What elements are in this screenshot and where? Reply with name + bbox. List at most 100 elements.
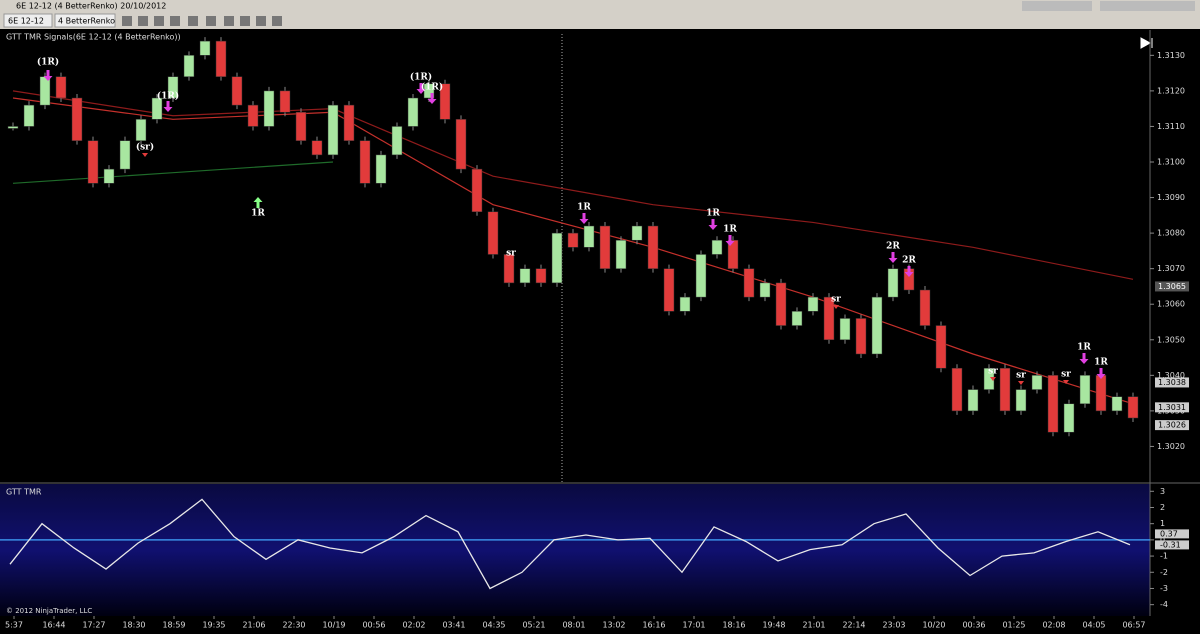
signal-arrow: [427, 93, 437, 104]
candle: [1095, 375, 1107, 412]
y-tick-label: 1.3020: [1157, 442, 1185, 451]
candle: [839, 318, 851, 341]
x-tick-label: 5:37: [5, 621, 23, 630]
candle: [631, 225, 643, 241]
candle: [727, 239, 739, 269]
y-tick-label: 1.3130: [1157, 51, 1185, 60]
y-tick-label: 1.3100: [1157, 158, 1185, 167]
x-tick-label: 08:01: [562, 621, 585, 630]
candle: [423, 83, 435, 99]
candle: [647, 225, 659, 269]
moving-average: [12, 161, 334, 184]
candle: [71, 97, 83, 141]
candle: [327, 104, 339, 156]
candle: [439, 83, 451, 120]
y-tick-label: 1.3090: [1157, 193, 1185, 202]
x-tick-label: 02:08: [1042, 621, 1065, 630]
y-tick-label: 1.3070: [1157, 264, 1185, 273]
signal-arrow: [904, 266, 914, 277]
signal-label: sr: [1016, 371, 1026, 381]
candle: [199, 40, 211, 56]
price-flag-label: 1.3026: [1158, 421, 1186, 430]
candle: [231, 76, 243, 106]
signal-label: 1R: [723, 225, 737, 235]
x-tick-label: 00:36: [962, 621, 985, 630]
candle: [1015, 389, 1027, 412]
x-tick-label: 16:16: [642, 621, 665, 630]
signal-label: 1R: [251, 209, 265, 219]
candle: [183, 55, 195, 77]
y-tick-label: -4: [1160, 600, 1168, 609]
signal-label: 1R: [706, 209, 720, 219]
x-tick-label: 17:27: [82, 621, 105, 630]
y-tick-label: 1.3080: [1157, 229, 1185, 238]
candle: [935, 325, 947, 369]
candle: [1127, 396, 1139, 419]
candle: [871, 296, 883, 355]
signal-label: sr: [506, 249, 516, 259]
x-tick-label: 18:16: [722, 621, 745, 630]
x-tick-label: 22:30: [282, 621, 305, 630]
signal-label: 1R: [1077, 343, 1091, 353]
candle: [407, 97, 419, 127]
oscillator-panel: [0, 484, 1150, 616]
candle: [391, 126, 403, 156]
x-tick-label: 10/19: [322, 621, 345, 630]
candle: [855, 318, 867, 355]
x-tick-label: 00:56: [362, 621, 385, 630]
instrument-menu[interactable]: [3, 13, 53, 28]
candle: [263, 90, 275, 127]
candle: [135, 119, 147, 141]
y-tick-label: 3: [1160, 487, 1165, 496]
x-tick-label: 19:48: [762, 621, 785, 630]
candle: [23, 104, 35, 127]
value-flag-label: -0.31: [1160, 540, 1181, 549]
instrument[interactable]: 6E 12-12: [8, 17, 44, 26]
candle: [295, 111, 307, 141]
y-tick-label: 1.3050: [1157, 335, 1185, 344]
bar-type-menu[interactable]: [54, 13, 116, 28]
price-flag-label: 1.3031: [1158, 403, 1186, 412]
candle: [503, 254, 515, 284]
signal-arrow: [1079, 353, 1089, 364]
y-tick-label: 0: [1160, 535, 1165, 544]
x-tick-label: 16:44: [42, 621, 65, 630]
x-tick-label: 21:06: [242, 621, 265, 630]
candle: [695, 254, 707, 298]
x-tick-label: 22:14: [842, 621, 865, 630]
signal-label: (1R): [421, 82, 443, 93]
signal-label: (1R): [37, 57, 59, 68]
y-tick-label: -1: [1160, 552, 1168, 561]
toolbar-icons[interactable]: [122, 16, 282, 26]
signal-marker: [990, 377, 996, 381]
y-tick-label: 1: [1160, 519, 1165, 528]
moving-average: [12, 90, 1134, 280]
window-buttons[interactable]: [1022, 1, 1195, 11]
candle: [215, 40, 227, 77]
price-flag-label: 1.3065: [1158, 282, 1186, 291]
bar-type[interactable]: 4 BetterRenko: [58, 17, 115, 26]
x-tick-label: 05:21: [522, 621, 545, 630]
window-title: 6E 12-12 (4 BetterRenko) 20/10/2012: [16, 2, 166, 11]
price-flag: [1155, 420, 1189, 431]
candle: [615, 239, 627, 269]
candle: [663, 268, 675, 312]
signal-label: sr: [988, 367, 998, 377]
signal-marker: [142, 153, 148, 157]
candle: [1031, 375, 1043, 390]
value-flag-label: 0.37: [1160, 529, 1178, 538]
candle: [711, 239, 723, 255]
y-tick-label: 2: [1160, 503, 1165, 512]
candle: [167, 76, 179, 99]
candle: [1079, 375, 1091, 405]
x-tick-label: 23:03: [882, 621, 905, 630]
x-tick-label: 18:59: [162, 621, 185, 630]
price-flag: [1155, 402, 1189, 413]
y-tick-label: 1.3060: [1157, 300, 1185, 309]
scroll-end[interactable]: [1140, 37, 1153, 49]
x-tick-label: 01:25: [1002, 621, 1025, 630]
signal-arrow: [43, 70, 53, 81]
candle: [487, 211, 499, 255]
